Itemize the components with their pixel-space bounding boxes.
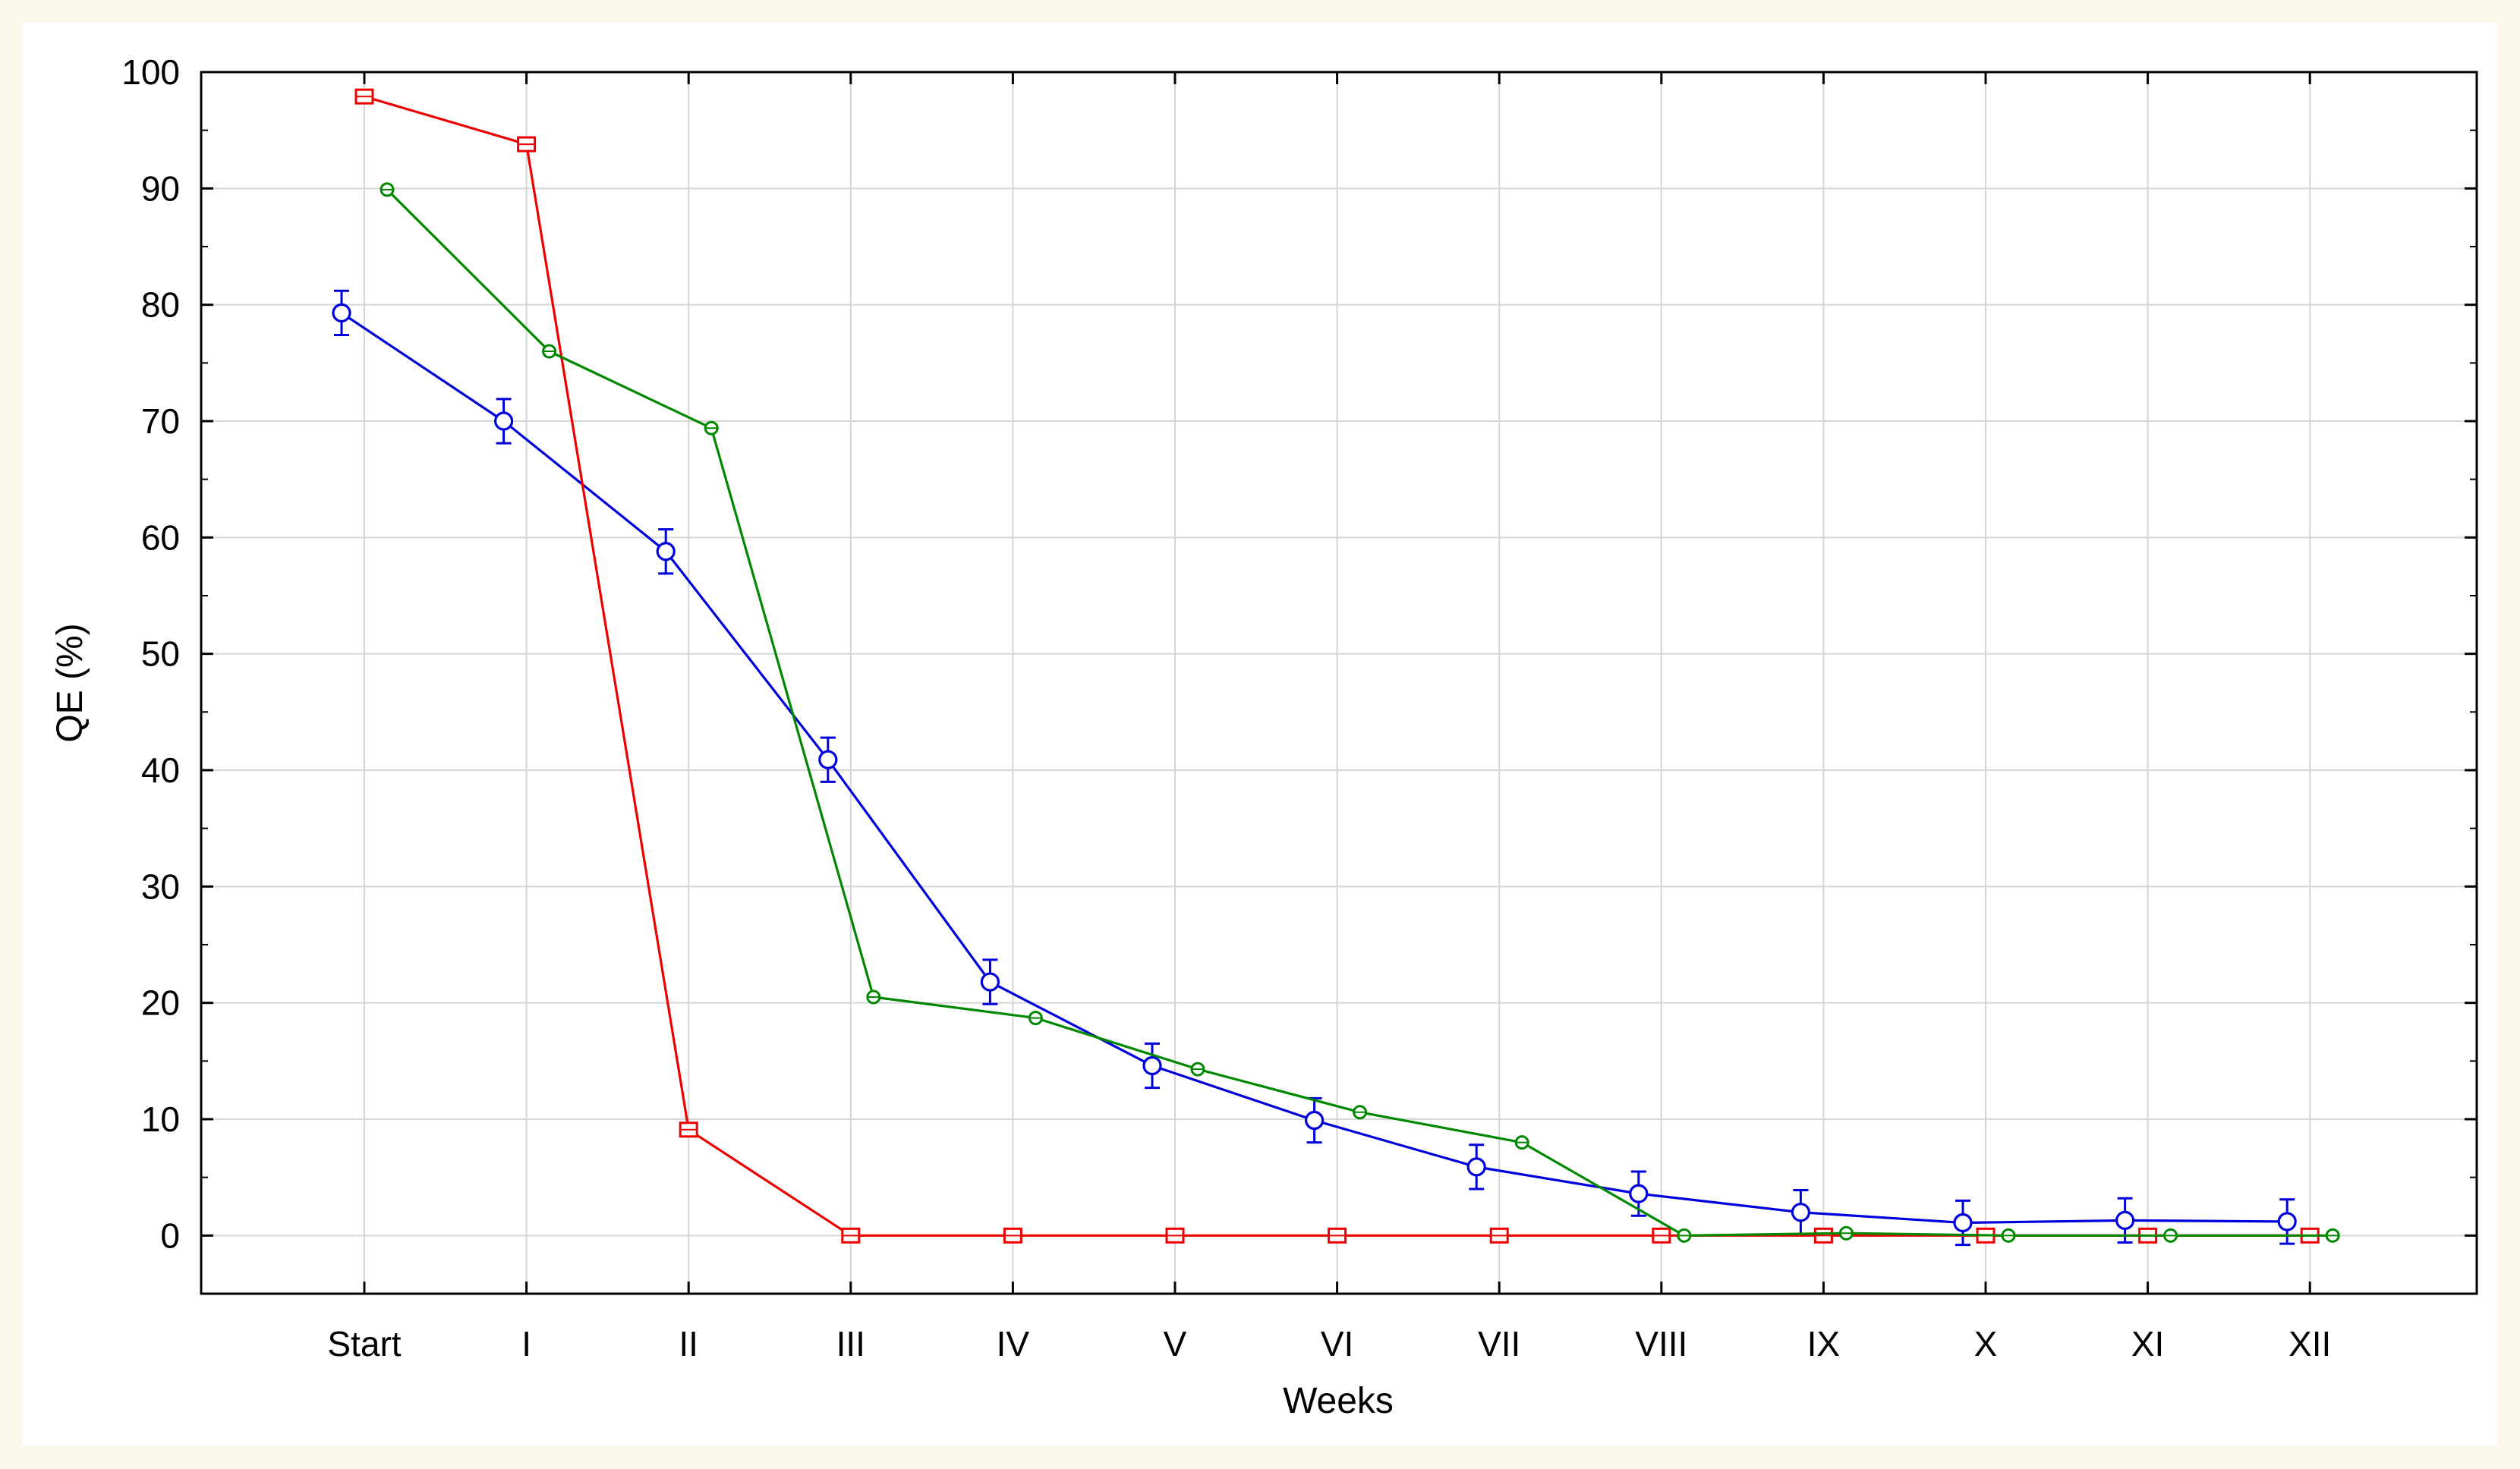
data-point xyxy=(1142,1055,1162,1076)
x-tick-label: I xyxy=(521,1324,531,1364)
x-tick-label: IX xyxy=(1807,1324,1840,1364)
data-point xyxy=(493,411,514,431)
data-point xyxy=(980,972,1000,992)
data-point xyxy=(656,542,676,561)
x-tick-label: V xyxy=(1164,1324,1187,1364)
y-tick-label: 10 xyxy=(141,1099,180,1139)
x-tick-label: Start xyxy=(327,1324,401,1364)
data-point xyxy=(1629,1184,1649,1203)
y-tick-label: 30 xyxy=(141,867,180,906)
series-3 xyxy=(380,182,2340,1243)
y-axis-title: QE (%) xyxy=(50,623,90,742)
x-tick-label: X xyxy=(1974,1324,1998,1364)
x-axis-title: Weeks xyxy=(1283,1381,1394,1421)
data-point xyxy=(1466,1157,1486,1177)
series-layer xyxy=(332,88,2340,1247)
x-tick-label: XII xyxy=(2288,1324,2331,1364)
figure-background xyxy=(23,23,2497,1446)
x-tick-label: XI xyxy=(2131,1324,2164,1364)
x-tick-label: III xyxy=(836,1324,865,1364)
y-tick-label: 60 xyxy=(141,517,180,557)
y-tick-label: 40 xyxy=(141,750,180,790)
x-tick-label: II xyxy=(679,1324,698,1364)
data-point xyxy=(332,303,351,322)
x-tick-label: VI xyxy=(1321,1324,1353,1364)
data-point xyxy=(1304,1110,1325,1131)
data-point xyxy=(1953,1213,1973,1233)
data-point xyxy=(818,750,838,769)
y-tick-label: 20 xyxy=(141,983,180,1023)
y-tick-label: 50 xyxy=(141,634,180,674)
y-tick-label: 0 xyxy=(160,1216,180,1255)
data-point xyxy=(2277,1212,2297,1232)
y-tick-label: 100 xyxy=(121,52,180,92)
y-tick-label: 80 xyxy=(141,285,180,325)
plot-frame xyxy=(200,71,2478,1295)
y-tick-label: 90 xyxy=(141,168,180,208)
data-point xyxy=(1791,1203,1810,1222)
x-tick-label: VIII xyxy=(1635,1324,1687,1364)
x-tick-label: IV xyxy=(997,1324,1030,1364)
y-tick-label: 70 xyxy=(141,401,180,441)
data-point xyxy=(2115,1210,2135,1231)
x-tick-label: VII xyxy=(1478,1324,1520,1364)
